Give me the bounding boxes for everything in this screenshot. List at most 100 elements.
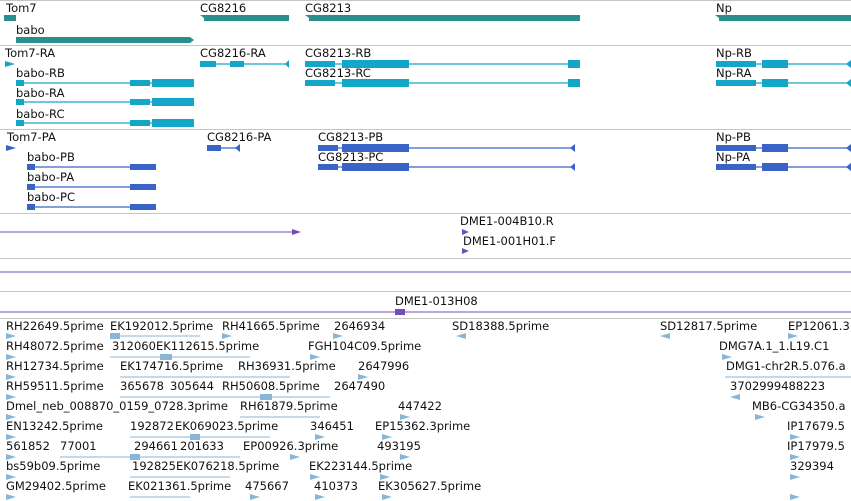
est-glyph	[456, 333, 466, 339]
est-glyph	[6, 354, 16, 360]
gene-label-babo: babo	[16, 23, 45, 37]
clone-left-span[interactable]	[0, 229, 301, 235]
protein-babo-pb[interactable]	[27, 164, 156, 170]
track-separator	[0, 213, 851, 214]
est-glyph	[755, 414, 765, 420]
est-glyph	[250, 494, 260, 500]
protein-cg8213-pb[interactable]	[318, 144, 575, 152]
est-label: EK305627.5prime	[378, 479, 482, 493]
est-label: 493195	[377, 439, 421, 453]
clone-dme1-001h01-f[interactable]	[462, 248, 469, 254]
est-label: EP15362.3prime	[375, 419, 471, 433]
mrna-tom7-ra[interactable]	[5, 61, 15, 67]
mrna-babo-ra[interactable]	[16, 98, 194, 106]
track-separator	[0, 129, 851, 130]
est-label: 305644	[170, 379, 214, 393]
est-glyph	[722, 354, 732, 360]
protein-label-cg8213-pb: CG8213-PB	[318, 130, 384, 144]
est-track-glyphs	[6, 333, 851, 500]
est-label: 192872	[130, 419, 174, 433]
rna-label-babo-ra: babo-RA	[16, 86, 65, 100]
protein-label-babo-pb: babo-PB	[27, 150, 75, 164]
est-glyph	[160, 354, 172, 360]
track-separator	[0, 45, 851, 46]
track-separator	[0, 291, 851, 292]
protein-np-pb[interactable]	[716, 144, 851, 152]
est-glyph	[310, 474, 320, 480]
est-label: EK069023.5prime	[175, 419, 279, 433]
est-label: 312060	[112, 339, 156, 353]
protein-np-pa[interactable]	[716, 163, 851, 171]
gene-cg8213[interactable]	[305, 15, 580, 21]
est-label: 475667	[245, 479, 289, 493]
est-glyph	[260, 394, 272, 400]
protein-label-babo-pc: babo-PC	[27, 190, 76, 204]
rna-label-cg8213-rb: CG8213-RB	[305, 46, 372, 60]
est-glyph	[6, 374, 16, 380]
est-label: EP12061.3	[788, 319, 850, 333]
est-label: 329394	[790, 459, 834, 473]
est-label: 2646934	[334, 319, 386, 333]
est-glyph	[382, 494, 392, 500]
mrna-babo-rb[interactable]	[16, 79, 194, 87]
est-label: EK192012.5prime	[110, 319, 214, 333]
est-glyph	[6, 494, 16, 500]
protein-track-glyphs	[6, 144, 851, 210]
gene-tom7[interactable]	[4, 15, 16, 21]
mrna-np-rb[interactable]	[716, 60, 851, 68]
est-glyph	[222, 333, 232, 339]
est-label: EP00926.3prime	[243, 439, 339, 453]
track-separator	[0, 318, 851, 319]
mrna-cg8213-rb[interactable]	[305, 60, 580, 68]
est-label: 192825	[132, 459, 176, 473]
clone-dme1-004b10-r[interactable]	[462, 229, 469, 235]
est-label: bs59b09.5prime	[6, 459, 101, 473]
gene-label-cg8213: CG8213	[305, 1, 352, 15]
mrna-cg8216-ra[interactable]	[200, 60, 289, 68]
est-label: EK174716.5prime	[120, 359, 224, 373]
est-glyph	[790, 474, 800, 480]
est-glyph	[382, 434, 392, 440]
est-label: GM29402.5prime	[6, 479, 106, 493]
protein-babo-pa[interactable]	[27, 184, 156, 190]
gene-label-cg8216: CG8216	[200, 1, 247, 15]
est-label: RH61879.5prime	[240, 399, 338, 413]
est-glyph	[6, 474, 16, 480]
mrna-babo-rc[interactable]	[16, 119, 194, 127]
rna-label-np-rb: Np-RB	[716, 46, 752, 60]
est-glyph	[790, 434, 800, 440]
clone-dme1-013h08[interactable]	[0, 309, 851, 315]
est-label: 561852	[6, 439, 50, 453]
est-label: FGH104C09.5prime	[308, 339, 422, 353]
est-label: IP17679.5	[787, 419, 845, 433]
est-label: SD12817.5prime	[660, 319, 758, 333]
mrna-cg8213-rc[interactable]	[305, 79, 580, 87]
est-glyph	[358, 374, 368, 380]
track-separator	[0, 0, 851, 1]
protein-tom7-pa[interactable]	[6, 145, 16, 151]
est-label: 3702999488223	[730, 379, 826, 393]
est-glyph	[400, 414, 410, 420]
gene-cg8216[interactable]	[200, 15, 289, 21]
est-glyph	[6, 394, 16, 400]
est-label: 201633	[180, 439, 224, 453]
track-separator	[0, 258, 851, 259]
protein-cg8213-pc[interactable]	[318, 163, 575, 171]
protein-babo-pc[interactable]	[27, 204, 156, 210]
est-label: 2647996	[358, 359, 410, 373]
est-glyph	[6, 333, 16, 339]
rna-label-tom7-ra: Tom7-RA	[5, 46, 56, 60]
gene-label-tom7: Tom7	[6, 1, 37, 15]
rna-label-np-ra: Np-RA	[716, 66, 752, 80]
est-label: 294661	[134, 439, 178, 453]
clone-label-dme1-013h08: DME1-013H08	[395, 294, 478, 308]
est-label: 410373	[314, 479, 358, 493]
gene-np[interactable]	[715, 15, 851, 21]
est-label: 2647490	[334, 379, 386, 393]
protein-cg8216-pa[interactable]	[207, 144, 240, 152]
gene-babo[interactable]	[16, 37, 194, 43]
protein-label-babo-pa: babo-PA	[27, 170, 75, 184]
mrna-np-ra[interactable]	[716, 79, 851, 87]
est-label: RH48072.5prime	[6, 339, 104, 353]
